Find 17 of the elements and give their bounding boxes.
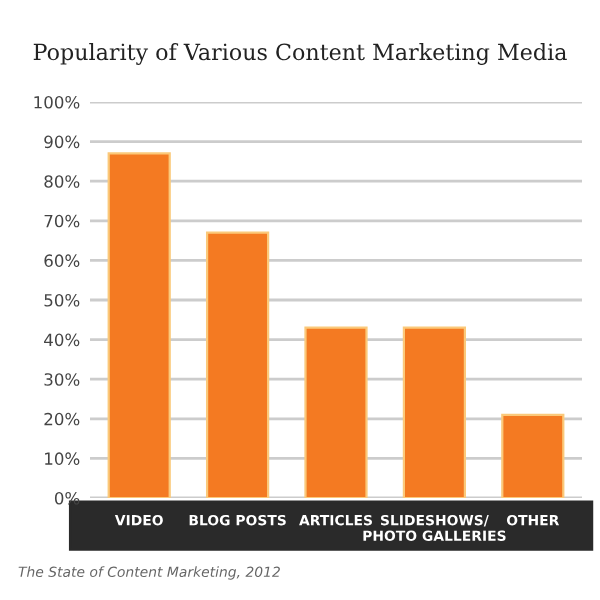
chart-title: Popularity of Various Content Marketing Media [33,43,567,65]
bar [501,413,565,498]
y-tick-label: 0% [54,491,80,505]
y-tick-label: 20% [44,412,80,426]
y-tick-label: 40% [44,333,80,347]
y-tick-label: 50% [44,293,80,307]
y-tick-label: 90% [44,135,80,149]
bar [107,152,171,498]
bar [205,231,270,498]
y-tick-label: 10% [45,452,80,465]
bar [402,326,467,498]
bar [304,326,368,498]
y-tick-label: 60% [44,254,80,267]
y-tick-label: 30% [44,373,80,386]
y-tick-label: 100% [34,95,80,109]
y-tick-label: 70% [44,214,80,228]
y-tick-label: 80% [44,175,80,188]
